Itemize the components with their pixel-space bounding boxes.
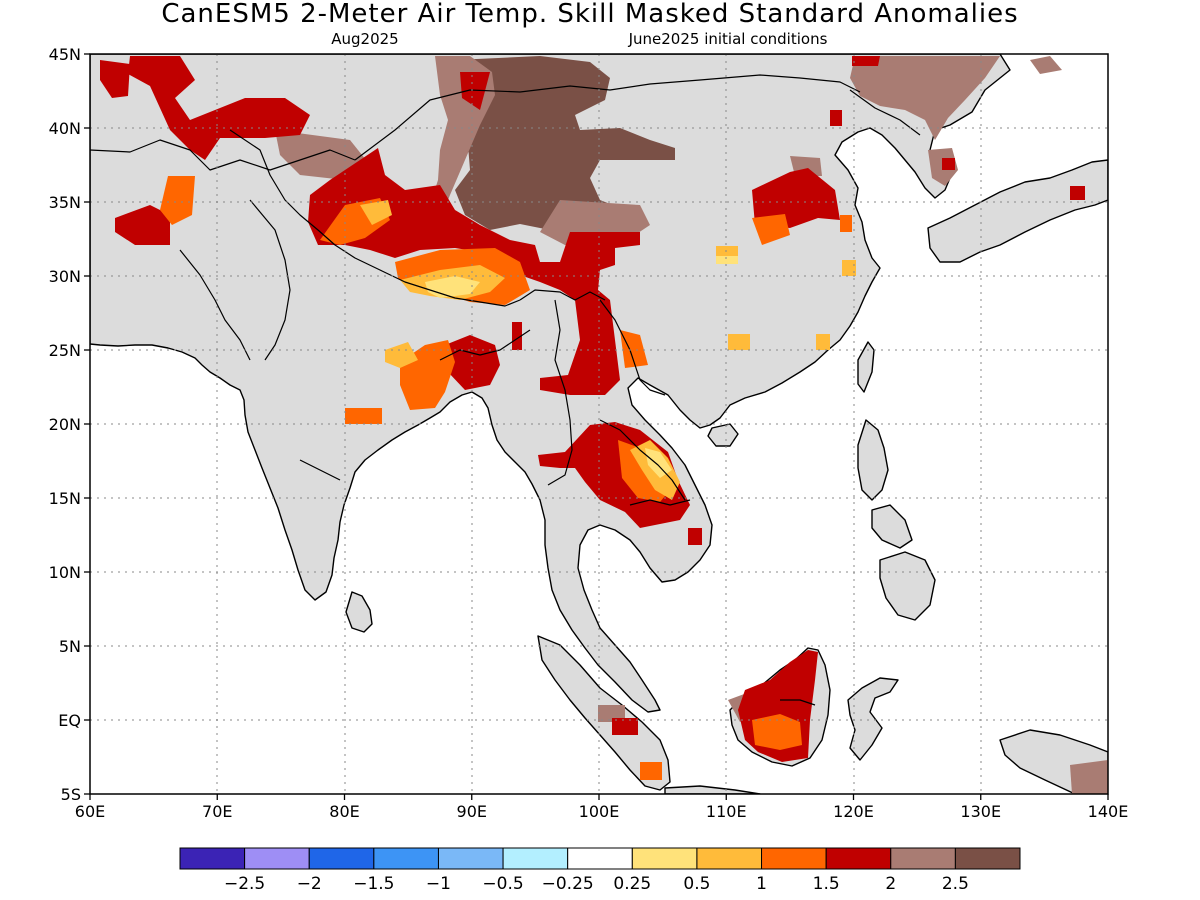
philippines-mindanao — [879, 551, 936, 621]
colorbar-swatch — [437, 847, 504, 870]
anomaly-region-tarim-yellow — [360, 200, 392, 225]
colorbar-label: 0.5 — [683, 874, 710, 894]
anomaly-region-china-orange — [752, 214, 790, 245]
lon-tick-label: 90E — [457, 802, 487, 821]
colorbar-label: −1.5 — [353, 874, 394, 894]
anomaly-region-ne-red — [830, 110, 842, 126]
anomaly-region-sumatra-orange — [640, 762, 662, 780]
latitude-axis: 45N 40N 35N 30N 25N 20N 15N 10N 5N EQ 5S — [49, 45, 90, 804]
philippines-visayas — [871, 504, 913, 549]
colorbar-swatch — [631, 847, 698, 870]
anomaly-region-tibet-north-red — [460, 72, 490, 110]
anomaly-region-ne-china-red — [852, 56, 880, 66]
lon-tick-label: 110E — [706, 802, 747, 821]
anomaly-region-west-asia-orange — [160, 176, 195, 225]
anomaly-region-ne-china — [850, 56, 1000, 140]
anomaly-region-japan-red — [1070, 186, 1085, 200]
anomaly-region-yunnan-orange — [620, 330, 648, 368]
colorbar-label: −2.5 — [224, 874, 265, 894]
anomaly-region-china-yellow-2 — [816, 334, 830, 350]
lat-tick-label: 15N — [49, 489, 81, 508]
map-title: CanESM5 2-Meter Air Temp. Skill Masked S… — [161, 0, 1018, 29]
anomaly-region-kazakhstan-red — [250, 112, 300, 132]
lon-tick-label: 120E — [833, 802, 874, 821]
anomaly-region-india-orange — [345, 408, 382, 424]
anomaly-region-laos-pale — [645, 448, 672, 478]
lat-tick-label: 5N — [59, 637, 81, 656]
colorbar-label: 2.5 — [942, 874, 969, 894]
colorbar-label: −2 — [297, 874, 322, 894]
lat-tick-label: 45N — [49, 45, 81, 64]
longitude-axis: 60E 70E 80E 90E 100E 110E 120E 130E 140E — [75, 794, 1129, 821]
anomaly-region-china-yellow-4 — [716, 246, 738, 256]
anomaly-region-indochina-red-2 — [688, 528, 702, 545]
colorbar-swatch — [179, 847, 246, 870]
colorbar-swatch — [373, 847, 439, 870]
anomaly-region-china-yellow-1 — [728, 334, 750, 350]
anomaly-region-east-china — [752, 168, 840, 228]
colorbar-label: −1 — [426, 874, 451, 894]
lat-tick-label: 25N — [49, 341, 81, 360]
country-borders — [90, 74, 921, 706]
anomaly-region-korea-red — [942, 158, 955, 170]
map-plot-area — [90, 54, 1108, 794]
anomaly-layer — [100, 56, 1108, 794]
lat-tick-label: 10N — [49, 563, 81, 582]
anomaly-region-bihar-yellow — [385, 342, 418, 368]
hainan — [707, 423, 739, 447]
colorbar-swatch — [761, 847, 827, 870]
anomaly-region-tarim-pamir — [308, 148, 640, 395]
sri-lanka — [345, 591, 373, 633]
colorbar-swatch — [890, 847, 956, 870]
colorbar-label: 1.5 — [813, 874, 840, 894]
colorbar-label: 1 — [756, 874, 767, 894]
anomaly-region-central-asia-north — [128, 56, 310, 160]
anomaly-region-sumatra-brown — [598, 705, 625, 722]
java — [664, 785, 761, 794]
lon-tick-label: 100E — [579, 802, 620, 821]
anomaly-region-china-pale — [716, 256, 738, 264]
anomaly-region-new-guinea-brown — [1070, 760, 1108, 794]
lon-tick-label: 140E — [1088, 802, 1129, 821]
colorbar-swatch — [696, 847, 763, 870]
colorbar-swatch — [954, 847, 1021, 870]
colorbar-swatch — [567, 847, 633, 870]
lat-tick-label: 35N — [49, 193, 81, 212]
lon-tick-label: 80E — [329, 802, 359, 821]
colorbar-swatch — [502, 847, 569, 870]
lat-tick-label: EQ — [58, 711, 81, 730]
anomaly-region-central-asia-west — [100, 60, 130, 98]
colorbar-label: −0.5 — [482, 874, 523, 894]
anomaly-region-japan-brown — [1030, 56, 1062, 74]
philippines-luzon — [857, 419, 889, 501]
colorbar-swatch — [244, 847, 310, 870]
japan-kyushu-honshu — [927, 159, 1108, 263]
anomaly-region-tibet-plateau — [455, 56, 675, 232]
lat-tick-label: 20N — [49, 415, 81, 434]
lat-tick-label: 30N — [49, 267, 81, 286]
initial-conditions-label: June2025 initial conditions — [628, 30, 828, 48]
anomaly-region-sumatra — [612, 718, 638, 735]
colorbar: −2.5 −2 −1.5 −1 −0.5 −0.25 0.25 0.5 1 1.5 2 2.5 — [179, 847, 1021, 894]
anomaly-region-assam-red — [512, 322, 522, 350]
colorbar-swatch — [308, 847, 375, 870]
anomaly-region-kazakhstan — [275, 130, 370, 180]
valid-month-label: Aug2025 — [331, 30, 398, 48]
lon-tick-label: 70E — [202, 802, 232, 821]
colorbar-label: 0.25 — [613, 874, 651, 894]
anomaly-region-china-yellow-3 — [842, 260, 856, 276]
colorbar-swatch — [825, 847, 892, 870]
lat-tick-label: 5S — [61, 785, 81, 804]
anomaly-region-borneo-orange — [752, 714, 802, 750]
anomaly-region-west-asia — [115, 205, 170, 245]
graticule — [90, 54, 1108, 794]
colorbar-label: −0.25 — [542, 874, 594, 894]
lon-tick-label: 130E — [960, 802, 1001, 821]
colorbar-label: 2 — [885, 874, 896, 894]
lat-tick-label: 40N — [49, 119, 81, 138]
anomaly-region-china-orange-2 — [840, 215, 852, 232]
lon-tick-label: 60E — [75, 802, 105, 821]
